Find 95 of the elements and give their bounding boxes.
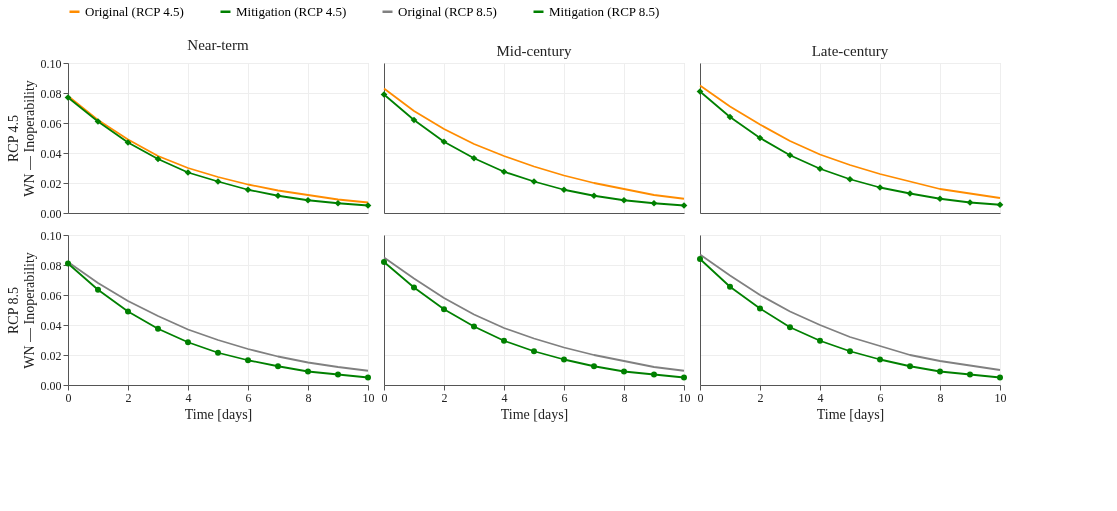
x-tick-label: 8 [305,390,312,405]
y-axis-title: RCP 8.5 WN — Inoperability [5,252,37,369]
point [847,348,853,355]
point [95,286,101,293]
point [967,371,973,378]
point [501,337,507,344]
point [846,175,854,183]
point [907,363,913,370]
point [471,323,477,330]
point [410,116,418,124]
point [244,186,252,194]
y-tick-label: 0.02 [40,176,62,191]
y-tick-label: 0.10 [40,56,62,71]
point [335,371,341,378]
legend-label: Original (RCP 8.5) [398,3,497,19]
point [726,113,734,121]
x-tick-label: 10 [678,390,691,405]
x-tick-label: 10 [362,390,375,405]
point [275,363,281,370]
point [334,199,342,207]
point [155,325,161,332]
x-tick-label: 6 [561,390,568,405]
y-tick-label: 0.00 [40,206,62,221]
y-tick-label: 0.04 [40,318,62,333]
point [786,151,794,159]
point [125,308,131,315]
point [215,349,221,356]
x-axis-title: Time [days] [184,406,253,422]
y-tick-label: 0.04 [40,146,62,161]
y-tick-label: 0.08 [40,258,62,273]
x-tick-label: 2 [757,390,764,405]
point [756,134,764,142]
point [997,374,1003,381]
x-tick-label: 10 [994,390,1007,405]
x-tick-label: 6 [245,390,252,405]
x-tick-label: 2 [441,390,448,405]
point [440,138,448,146]
chart-title: Late-century [811,43,889,59]
point [561,356,567,363]
point [620,196,628,204]
point [274,192,282,200]
point [500,168,508,176]
x-tick-label: 6 [877,390,884,405]
y-tick-label: 0.02 [40,348,62,363]
point [727,283,733,290]
point [651,371,657,378]
point [185,339,191,346]
point [877,356,883,363]
x-axis-title: Time [days] [500,406,569,422]
y-tick-label: 0.08 [40,86,62,101]
point [817,337,823,344]
x-tick-label: 8 [621,390,628,405]
point [441,306,447,313]
x-tick-label: 0 [381,390,388,405]
x-tick-label: 4 [185,390,192,405]
point [681,374,687,381]
y-tick-label: 0.10 [40,228,62,243]
y-tick-label: 0.00 [40,378,62,393]
x-tick-label: 4 [501,390,508,405]
point [65,260,71,267]
point [996,201,1004,209]
legend-label: Original (RCP 4.5) [85,3,184,19]
x-tick-label: 0 [697,390,704,405]
point [757,305,763,312]
point [560,186,568,194]
point [816,165,824,173]
point [697,256,703,262]
x-tick-label: 4 [817,390,824,405]
x-tick-label: 8 [937,390,944,405]
point [365,374,371,381]
point [936,195,944,203]
x-axis-title: Time [days] [816,406,885,422]
y-tick-label: 0.06 [40,288,62,303]
x-tick-label: 0 [65,390,72,405]
y-tick-label: 0.06 [40,116,62,131]
point [590,192,598,200]
x-tick-label: 2 [125,390,132,405]
point [531,348,537,355]
chart-title: Near-term [187,37,249,53]
point [245,357,251,364]
legend-label: Mitigation (RCP 8.5) [549,3,660,19]
chart-title: Mid-century [496,43,572,59]
point [154,155,162,163]
legend-label: Mitigation (RCP 4.5) [236,3,347,19]
point [650,199,658,207]
point [621,368,627,375]
point [304,196,312,204]
point [591,363,597,370]
point [937,368,943,375]
point [411,284,417,291]
y-axis-title: RCP 4.5 WN — Inoperability [5,80,37,197]
point [470,154,478,162]
point [305,368,311,375]
point [787,324,793,331]
point [381,259,387,265]
